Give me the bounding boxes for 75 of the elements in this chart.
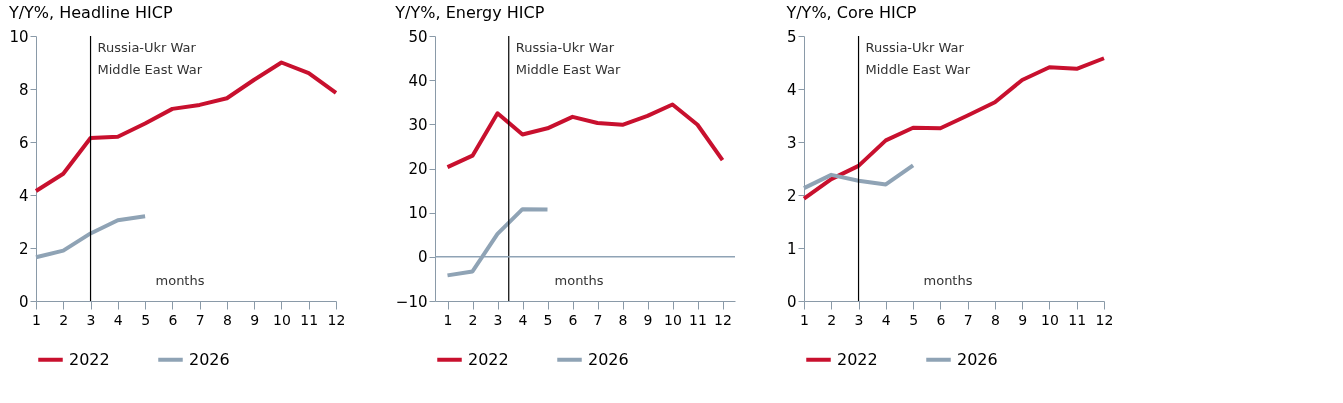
y-tick-label: 8 bbox=[18, 80, 29, 99]
chart-title: Y/Y%, Headline HICP bbox=[7, 3, 173, 22]
y-tick-label: 10 bbox=[408, 204, 428, 223]
ref-line-label: Russia-Ukr War Middle East War bbox=[515, 40, 621, 77]
x-tick-label: 11 bbox=[300, 311, 319, 328]
legend-label: 2022 bbox=[468, 349, 509, 369]
x-tick-label: 3 bbox=[854, 311, 864, 328]
legend-label: 2022 bbox=[837, 349, 878, 369]
x-tick-label: 7 bbox=[195, 311, 205, 328]
x-tick-label: 9 bbox=[250, 311, 260, 328]
annotation: months bbox=[554, 273, 604, 288]
x-tick-label: 4 bbox=[881, 311, 891, 328]
x-tick-label: 1 bbox=[443, 311, 453, 328]
y-tick-label: 50 bbox=[408, 27, 428, 46]
x-tick-label: 4 bbox=[518, 311, 528, 328]
x-tick-label: 1 bbox=[32, 311, 41, 328]
x-tick-label: 2 bbox=[827, 311, 837, 328]
x-tick-label: 4 bbox=[113, 311, 123, 328]
x-tick-label: 11 bbox=[689, 311, 707, 328]
ref-line-label: Russia-Ukr War Middle East War bbox=[97, 40, 203, 77]
x-tick-label: 12 bbox=[714, 311, 732, 328]
x-tick-label: 10 bbox=[1041, 311, 1059, 328]
y-tick-label: 3 bbox=[786, 133, 797, 152]
legend-label: 2026 bbox=[588, 349, 629, 369]
y-tick-label: 0 bbox=[786, 292, 797, 311]
line-series bbox=[34, 60, 338, 194]
y-tick-label: −10 bbox=[395, 292, 428, 311]
legend-label: 2026 bbox=[189, 349, 230, 369]
x-tick-label: 5 bbox=[909, 311, 919, 328]
y-tick-label: 4 bbox=[18, 186, 29, 205]
x-tick-label: 9 bbox=[643, 311, 653, 328]
legend-label: 2022 bbox=[69, 349, 110, 369]
x-tick-label: 2 bbox=[59, 311, 69, 328]
x-tick-label: 12 bbox=[327, 311, 346, 328]
x-tick-label: 5 bbox=[141, 311, 151, 328]
x-tick-label: 3 bbox=[493, 311, 503, 328]
y-tick-label: 4 bbox=[786, 80, 797, 99]
y-tick-label: 0 bbox=[417, 248, 428, 267]
x-tick-label: 9 bbox=[1018, 311, 1028, 328]
x-tick-label: 6 bbox=[568, 311, 578, 328]
y-tick-label: 2 bbox=[18, 239, 29, 258]
x-tick-label: 10 bbox=[273, 311, 291, 328]
y-tick-label: 0 bbox=[18, 292, 29, 311]
y-tick-label: 6 bbox=[18, 133, 29, 152]
x-tick-label: 11 bbox=[1068, 311, 1087, 328]
y-tick-label: 2 bbox=[786, 186, 797, 205]
y-tick-label: 40 bbox=[408, 71, 428, 90]
x-tick-label: 6 bbox=[168, 311, 178, 328]
line-series bbox=[802, 56, 1106, 201]
annotation: months bbox=[923, 273, 973, 288]
y-tick-label: 20 bbox=[408, 160, 428, 178]
x-tick-label: 8 bbox=[990, 311, 1000, 328]
y-tick-label: 30 bbox=[408, 115, 428, 134]
line-series bbox=[802, 163, 916, 191]
annotation: months bbox=[155, 273, 205, 288]
x-tick-label: 8 bbox=[618, 311, 628, 328]
line-series bbox=[34, 214, 148, 260]
x-tick-label: 5 bbox=[543, 311, 553, 328]
legend-label: 2026 bbox=[957, 349, 998, 369]
x-tick-label: 2 bbox=[468, 311, 478, 328]
chart-title: Y/Y%, Core HICP bbox=[785, 3, 917, 22]
x-tick-label: 1 bbox=[800, 311, 809, 328]
x-tick-label: 7 bbox=[963, 311, 973, 328]
y-tick-label: 1 bbox=[786, 239, 797, 258]
x-tick-label: 10 bbox=[664, 311, 682, 328]
x-tick-label: 6 bbox=[936, 311, 946, 328]
line-series bbox=[445, 102, 725, 170]
y-tick-label: 10 bbox=[9, 27, 29, 46]
x-tick-label: 3 bbox=[86, 311, 96, 328]
x-tick-label: 8 bbox=[222, 311, 232, 328]
chart-title: Y/Y%, Energy HICP bbox=[394, 3, 545, 22]
ref-line-label: Russia-Ukr War Middle East War bbox=[865, 40, 971, 77]
x-tick-label: 7 bbox=[593, 311, 603, 328]
x-tick-label: 12 bbox=[1095, 311, 1114, 328]
y-tick-label: 5 bbox=[786, 27, 797, 46]
